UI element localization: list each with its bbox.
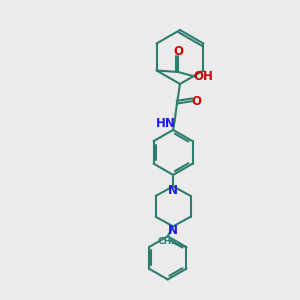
Text: OH: OH bbox=[193, 70, 213, 83]
Text: N: N bbox=[168, 224, 178, 237]
Text: HN: HN bbox=[156, 117, 176, 130]
Text: O: O bbox=[192, 94, 202, 108]
Text: CH₃: CH₃ bbox=[157, 237, 176, 246]
Text: N: N bbox=[168, 184, 178, 197]
Text: O: O bbox=[173, 45, 183, 58]
